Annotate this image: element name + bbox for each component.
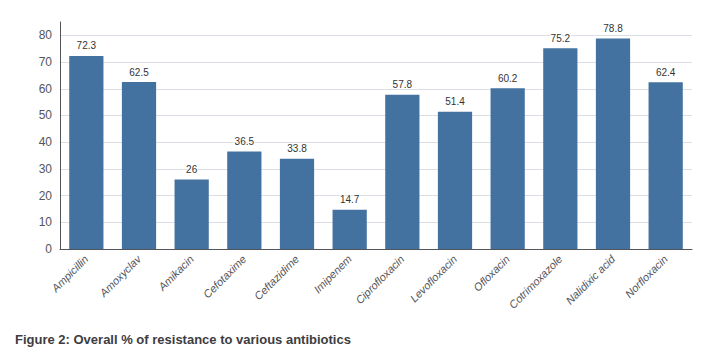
svg-text:Ciprofloxacin: Ciprofloxacin bbox=[353, 253, 406, 306]
svg-text:51.4: 51.4 bbox=[445, 96, 465, 107]
svg-text:26: 26 bbox=[186, 164, 198, 175]
svg-text:Amikacin: Amikacin bbox=[155, 253, 196, 294]
svg-text:78.8: 78.8 bbox=[603, 23, 623, 34]
svg-text:Cefotaxime: Cefotaxime bbox=[201, 253, 249, 301]
svg-text:14.7: 14.7 bbox=[340, 194, 360, 205]
svg-text:60: 60 bbox=[39, 82, 53, 96]
svg-text:Ampicillin: Ampicillin bbox=[49, 253, 91, 295]
svg-text:33.8: 33.8 bbox=[287, 143, 307, 154]
svg-text:Norfloxacin: Norfloxacin bbox=[623, 253, 670, 300]
svg-text:57.8: 57.8 bbox=[393, 79, 413, 90]
svg-text:0: 0 bbox=[45, 242, 52, 256]
svg-text:30: 30 bbox=[39, 162, 53, 176]
svg-text:10: 10 bbox=[39, 215, 53, 229]
svg-text:36.5: 36.5 bbox=[235, 136, 255, 147]
svg-text:Imipenem: Imipenem bbox=[311, 253, 354, 296]
svg-text:Amoxyclav: Amoxyclav bbox=[96, 252, 144, 300]
svg-text:40: 40 bbox=[39, 135, 53, 149]
svg-text:50: 50 bbox=[39, 108, 53, 122]
svg-text:20: 20 bbox=[39, 189, 53, 203]
svg-text:60.2: 60.2 bbox=[498, 73, 518, 84]
svg-text:62.4: 62.4 bbox=[656, 67, 676, 78]
svg-text:70: 70 bbox=[39, 55, 53, 69]
svg-text:Levofloxacin: Levofloxacin bbox=[408, 253, 460, 305]
svg-text:Nalidixic acid: Nalidixic acid bbox=[563, 252, 617, 306]
svg-text:80: 80 bbox=[39, 28, 53, 42]
svg-text:75.2: 75.2 bbox=[551, 33, 571, 44]
svg-text:Ofloxacin: Ofloxacin bbox=[471, 253, 512, 294]
svg-text:Cotrimoxazole: Cotrimoxazole bbox=[506, 253, 564, 311]
svg-text:Ceftazidime: Ceftazidime bbox=[252, 253, 301, 302]
svg-text:72.3: 72.3 bbox=[77, 40, 97, 51]
svg-text:Figure 2: Overall % of resista: Figure 2: Overall % of resistance to var… bbox=[15, 332, 351, 347]
svg-text:62.5: 62.5 bbox=[129, 67, 149, 78]
